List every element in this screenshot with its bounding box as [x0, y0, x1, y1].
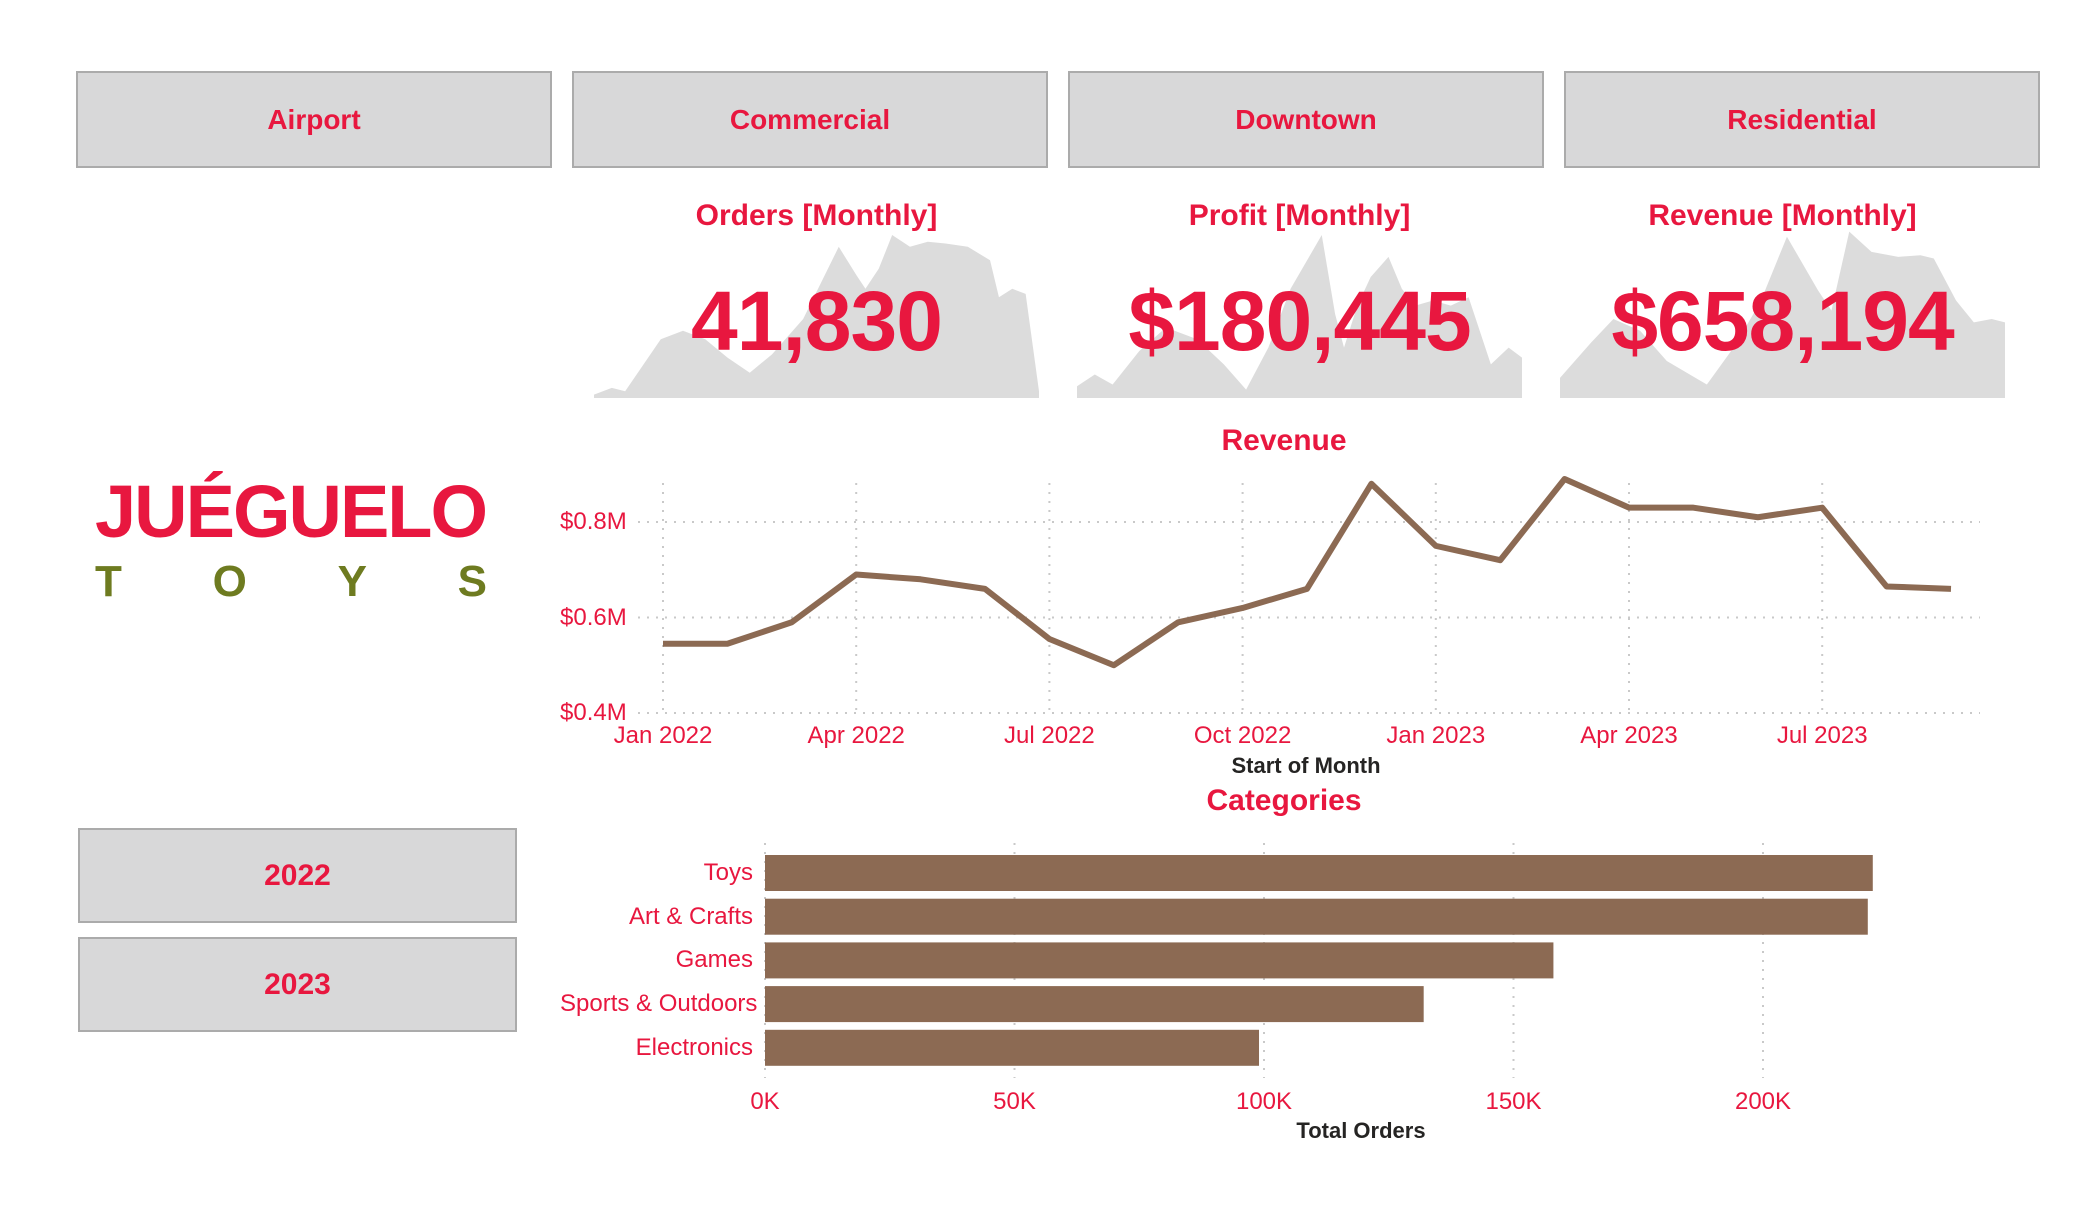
categories-bar-plot[interactable]	[560, 780, 2030, 1170]
kpi-card-profit: Profit [Monthly] $180,445	[1077, 196, 1522, 402]
x-axis-tick: Jul 2023	[1776, 722, 1868, 749]
kpi-value-revenue: $658,194	[1611, 274, 1954, 368]
bar-games[interactable]	[765, 942, 1554, 979]
kpi-title-revenue: Revenue [Monthly]	[1648, 199, 1917, 232]
x-axis-tick: Oct 2022	[1193, 722, 1292, 749]
y-axis-tick: $0.8M	[560, 508, 627, 535]
region-button-commercial[interactable]: Commercial	[572, 71, 1048, 168]
bar-art-crafts[interactable]	[765, 898, 1868, 935]
category-label: Games	[675, 946, 753, 974]
x-axis-tick: 100K	[1235, 1088, 1293, 1115]
logo-subtitle-letter: Y	[337, 557, 367, 606]
kpi-value-profit: $180,445	[1128, 274, 1471, 368]
x-axis-tick: 150K	[1485, 1088, 1542, 1115]
x-axis-tick: Apr 2023	[1580, 722, 1678, 749]
region-button-downtown[interactable]: Downtown	[1068, 71, 1544, 168]
kpi-card-orders: Orders [Monthly] 41,830	[594, 196, 1039, 402]
category-label: Toys	[703, 859, 753, 886]
bar-chart-title: Categories	[1206, 784, 1362, 817]
category-label: Electronics	[635, 1033, 753, 1061]
bar-toys[interactable]	[765, 855, 1873, 891]
kpi-title-orders: Orders [Monthly]	[695, 199, 938, 232]
bar-electronics[interactable]	[765, 1029, 1260, 1066]
region-button-airport[interactable]: Airport	[76, 71, 552, 168]
x-axis-tick: 0K	[750, 1088, 780, 1115]
region-button-residential[interactable]: Residential	[1564, 71, 2040, 168]
y-axis-tick: $0.4M	[560, 699, 627, 726]
revenue-line-chart: Revenue $0.8M $0.6M $0.4M Jan 2022 Apr 2022 J…	[560, 420, 2030, 780]
profit-sparkline	[1077, 235, 1522, 398]
bar-sports-outdoors[interactable]	[765, 986, 1424, 1023]
logo-subtitle-letter: T	[95, 557, 122, 606]
logo-subtitle-letter: S	[457, 557, 487, 606]
categories-bar-chart: Categories Toys Art & Crafts Games Sports &…	[560, 780, 2030, 1170]
kpi-title-profit: Profit [Monthly]	[1188, 199, 1411, 232]
x-axis-tick: Jan 2022	[613, 722, 713, 749]
x-axis-tick: Apr 2022	[807, 722, 905, 749]
x-axis-tick: Jul 2022	[1004, 722, 1095, 749]
revenue-sparkline	[1560, 231, 2005, 398]
category-label: Sports & Outdoors	[560, 990, 758, 1018]
revenue-line-plot[interactable]	[560, 420, 2030, 780]
category-label: Art & Crafts	[628, 902, 753, 930]
x-axis-tick: 200K	[1734, 1088, 1792, 1115]
line-chart-title: Revenue	[1221, 424, 1347, 457]
logo-subtitle-letter: O	[212, 557, 247, 606]
year-button-2022[interactable]: 2022	[78, 828, 517, 923]
logo-wordmark: JUÉGUELO	[95, 470, 488, 553]
x-axis-title: Total Orders	[1296, 1118, 1426, 1143]
y-axis-tick: $0.6M	[560, 603, 627, 631]
orders-sparkline	[594, 235, 1039, 398]
x-axis-title: Start of Month	[1231, 753, 1381, 778]
x-axis-tick: Jan 2023	[1386, 722, 1486, 749]
kpi-value-orders: 41,830	[691, 274, 943, 368]
company-logo: JUÉGUELO T O Y S	[95, 472, 495, 604]
kpi-card-revenue: Revenue [Monthly] $658,194	[1560, 196, 2005, 402]
year-button-2023[interactable]: 2023	[78, 937, 517, 1032]
x-axis-tick: 50K	[993, 1088, 1036, 1115]
